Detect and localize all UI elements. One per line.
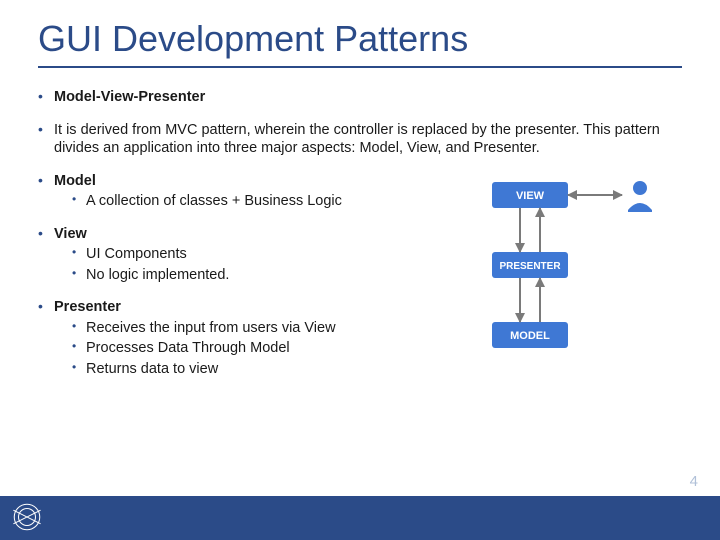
title-underline (38, 66, 682, 68)
definitions-text: Model A collection of classes + Business… (38, 172, 450, 393)
view-label: View (54, 226, 87, 242)
presenter-label: Presenter (54, 299, 121, 315)
node-presenter: PRESENTER (492, 252, 568, 278)
presenter-sub-2: Processes Data Through Model (72, 339, 450, 358)
bullet-1-text: Model-View-Presenter (54, 89, 205, 105)
bullet-view: View UI Components No logic implemented. (38, 225, 450, 285)
bullet-list: Model-View-Presenter It is derived from … (38, 88, 682, 158)
node-view-label: VIEW (516, 190, 545, 202)
view-sub-1: UI Components (72, 245, 450, 264)
node-presenter-label: PRESENTER (499, 261, 561, 272)
bullet-mvp-heading: Model-View-Presenter (38, 88, 682, 107)
footer-band (0, 496, 720, 540)
bullet-2-text: It is derived from MVC pattern, wherein … (54, 122, 660, 157)
slide-body: Model-View-Presenter It is derived from … (38, 88, 682, 393)
presenter-sub-3: Returns data to view (72, 360, 450, 379)
view-sub-2: No logic implemented. (72, 266, 450, 285)
mvp-diagram-svg: VIEW PRESENTER MODEL (462, 172, 682, 362)
bullet-mvp-desc: It is derived from MVC pattern, wherein … (38, 121, 682, 158)
page-number: 4 (690, 473, 698, 490)
definitions-list: Model A collection of classes + Business… (38, 172, 450, 379)
user-icon (628, 181, 652, 212)
presenter-sub-1: Receives the input from users via View (72, 319, 450, 338)
slide-title: GUI Development Patterns (38, 18, 468, 60)
node-model-label: MODEL (510, 330, 550, 342)
slide: GUI Development Patterns Model-View-Pres… (0, 0, 720, 540)
bullet-presenter: Presenter Receives the input from users … (38, 298, 450, 378)
bullet-model: Model A collection of classes + Business… (38, 172, 450, 211)
model-label: Model (54, 173, 96, 189)
node-model: MODEL (492, 322, 568, 348)
definitions-row: Model A collection of classes + Business… (38, 172, 682, 393)
model-sub-1: A collection of classes + Business Logic (72, 192, 450, 211)
mvp-diagram: VIEW PRESENTER MODEL (462, 172, 682, 368)
node-view: VIEW (492, 182, 568, 208)
cern-logo-icon (10, 500, 44, 534)
